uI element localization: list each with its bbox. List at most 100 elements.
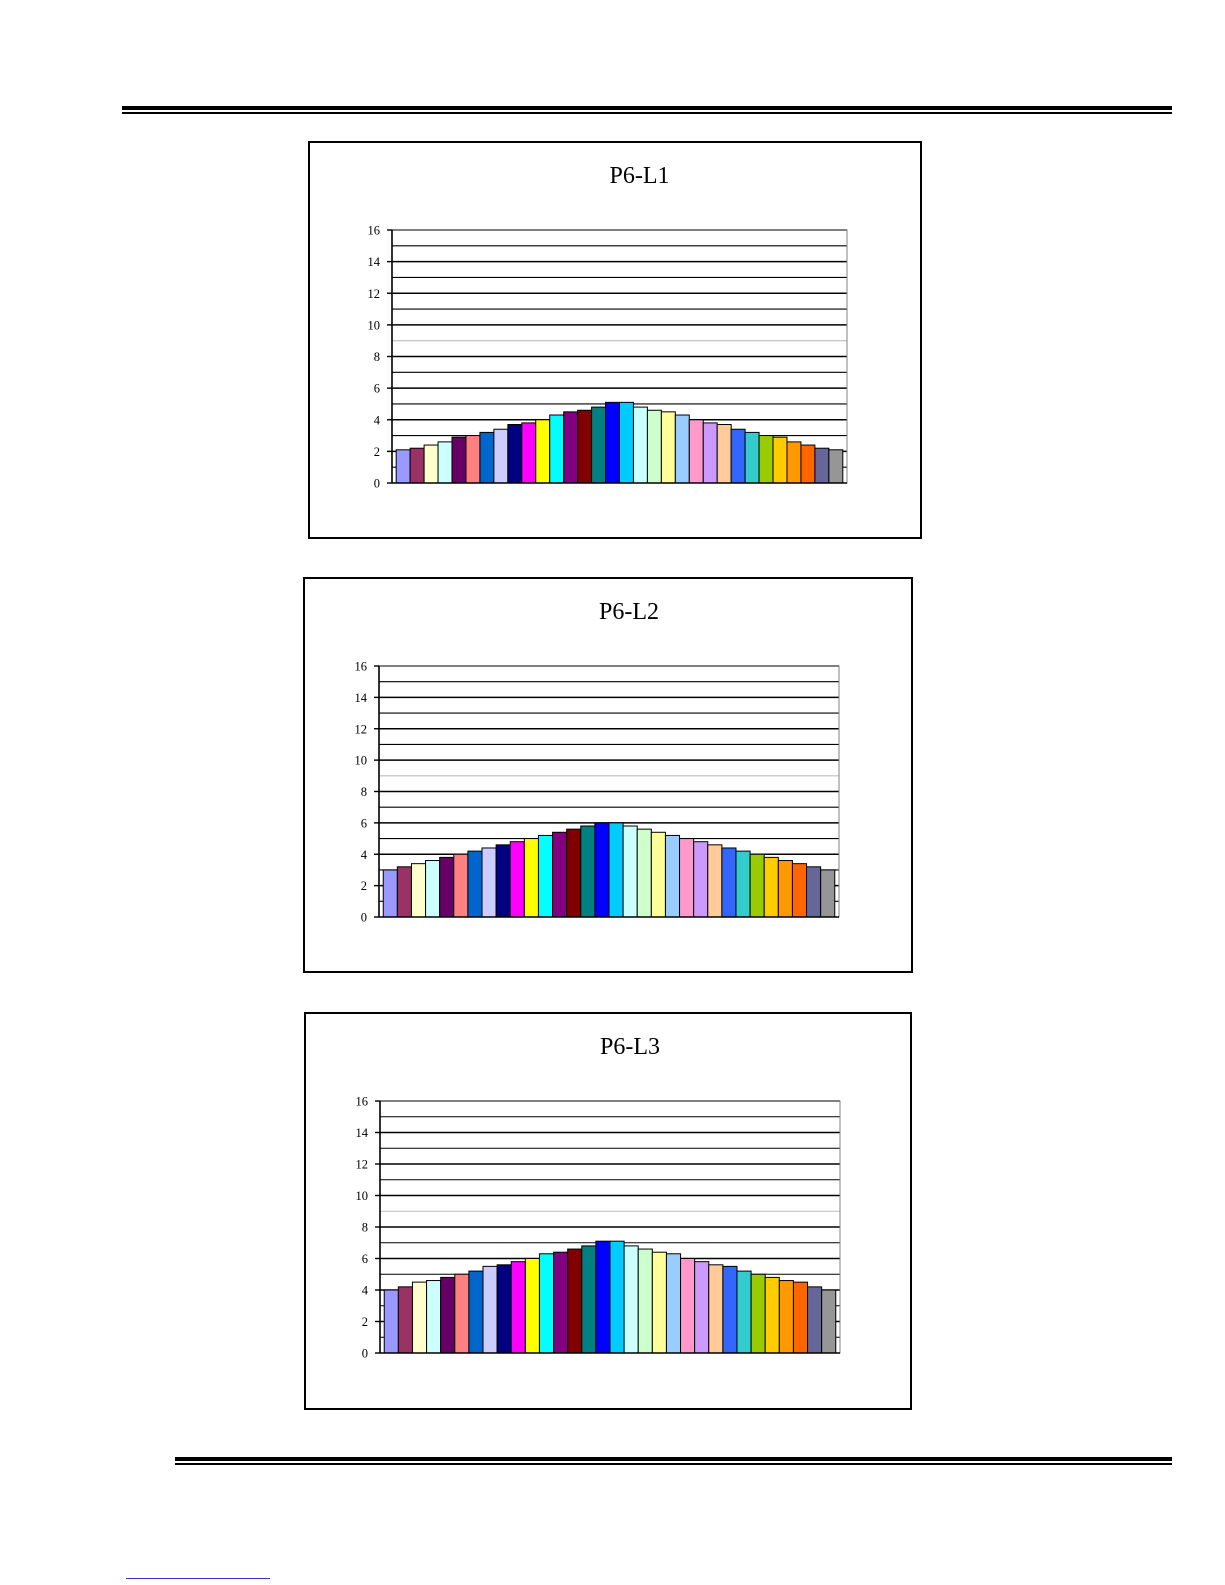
y-tick-label: 2 bbox=[374, 445, 380, 459]
bars bbox=[395, 401, 844, 484]
y-tick-label: 0 bbox=[374, 477, 380, 491]
bar bbox=[440, 1276, 456, 1354]
bar bbox=[730, 428, 746, 484]
bar bbox=[806, 866, 822, 918]
chart-p6-l2: P6-L2 0 2 4 6 8 10 12 14 16 bbox=[303, 577, 913, 973]
bar bbox=[605, 401, 620, 484]
y-tick-label: 16 bbox=[356, 1095, 369, 1109]
y-tick-label: 16 bbox=[368, 224, 381, 238]
footer-link-underline bbox=[126, 1578, 270, 1579]
bar bbox=[507, 423, 523, 484]
bar bbox=[465, 435, 481, 484]
bar bbox=[702, 422, 718, 484]
bar bbox=[622, 825, 638, 918]
y-tick-label: 12 bbox=[356, 1158, 369, 1172]
y-tick-label: 10 bbox=[368, 318, 381, 332]
bar bbox=[383, 1289, 399, 1354]
bar bbox=[722, 1265, 738, 1354]
bar bbox=[479, 431, 495, 484]
bar bbox=[674, 414, 690, 484]
bar bbox=[716, 423, 732, 484]
bar bbox=[577, 409, 593, 484]
chart-p6-l1: P6-L1 0 2 4 6 8 10 12 14 16 bbox=[308, 141, 922, 539]
y-tick-label: 4 bbox=[362, 1284, 369, 1298]
bar bbox=[410, 863, 427, 918]
bar bbox=[426, 1280, 442, 1354]
y-tick-label: 2 bbox=[362, 1315, 368, 1329]
bar bbox=[777, 860, 793, 918]
y-tick-label: 10 bbox=[356, 1189, 369, 1203]
bar bbox=[814, 447, 830, 484]
y-tick-label: 12 bbox=[355, 722, 368, 736]
bar bbox=[707, 844, 723, 918]
y-tick-label: 0 bbox=[362, 1347, 368, 1361]
bar bbox=[828, 449, 844, 484]
bar bbox=[591, 406, 607, 484]
y-tick-label: 14 bbox=[356, 1126, 369, 1140]
bar bbox=[425, 860, 441, 918]
bars bbox=[383, 1240, 837, 1354]
bars bbox=[382, 822, 836, 918]
bar bbox=[688, 419, 704, 484]
bar bbox=[481, 847, 497, 918]
bar bbox=[807, 1286, 823, 1354]
footer-rule-thick bbox=[175, 1457, 1172, 1461]
bar bbox=[608, 822, 624, 918]
bar bbox=[764, 1276, 780, 1354]
y-tick-label: 4 bbox=[374, 413, 381, 427]
y-tick-label: 4 bbox=[361, 848, 368, 862]
bar bbox=[791, 863, 808, 918]
bar bbox=[509, 841, 525, 918]
bar bbox=[482, 1265, 498, 1354]
bar bbox=[679, 838, 695, 918]
bar bbox=[660, 411, 676, 484]
bar bbox=[619, 401, 634, 484]
bar bbox=[721, 847, 737, 918]
bar bbox=[778, 1280, 794, 1354]
bar bbox=[567, 1248, 583, 1354]
bar bbox=[632, 406, 648, 484]
bar bbox=[735, 850, 751, 918]
y-tick-label: 10 bbox=[355, 754, 368, 768]
bar bbox=[800, 444, 816, 484]
header-rule-thin bbox=[122, 112, 1172, 114]
y-tick-label: 12 bbox=[368, 287, 381, 301]
bar bbox=[694, 1261, 710, 1354]
chart-title: P6-L1 bbox=[610, 163, 670, 189]
bar bbox=[535, 419, 551, 484]
bar bbox=[772, 436, 788, 484]
bar bbox=[580, 825, 596, 918]
bar bbox=[623, 1245, 639, 1354]
y-tick-label: 8 bbox=[362, 1221, 368, 1235]
bar bbox=[786, 441, 802, 484]
bar bbox=[651, 1251, 667, 1354]
chart-p6-l3: P6-L3 0 2 4 6 8 10 12 14 16 bbox=[304, 1012, 912, 1410]
bar bbox=[646, 409, 662, 484]
y-tick-label: 0 bbox=[361, 911, 367, 925]
bar bbox=[664, 834, 681, 918]
bar bbox=[437, 441, 453, 484]
bar bbox=[538, 1253, 555, 1354]
y-tick-label: 2 bbox=[361, 879, 367, 893]
y-tick-label: 6 bbox=[374, 382, 380, 396]
bar bbox=[396, 866, 412, 918]
bar bbox=[537, 834, 554, 918]
bar bbox=[750, 1273, 766, 1354]
y-tick-label: 8 bbox=[374, 350, 380, 364]
bar bbox=[549, 414, 565, 484]
bar bbox=[552, 831, 568, 918]
bar bbox=[423, 444, 439, 484]
bar bbox=[693, 841, 709, 918]
bar bbox=[637, 1248, 653, 1354]
y-tick-label: 6 bbox=[361, 816, 367, 830]
chart-svg: P6-L2 0 2 4 6 8 10 12 14 16 bbox=[355, 599, 840, 925]
y-tick-label: 16 bbox=[355, 660, 368, 674]
bar bbox=[468, 1270, 484, 1354]
bar bbox=[736, 1270, 752, 1354]
bar bbox=[820, 869, 836, 918]
chart-svg: P6-L1 0 2 4 6 8 10 12 14 16 bbox=[368, 163, 848, 491]
bar bbox=[821, 1289, 837, 1354]
bar bbox=[665, 1253, 682, 1354]
footer-rule-thin bbox=[175, 1463, 1172, 1465]
y-tick-label: 14 bbox=[368, 255, 381, 269]
